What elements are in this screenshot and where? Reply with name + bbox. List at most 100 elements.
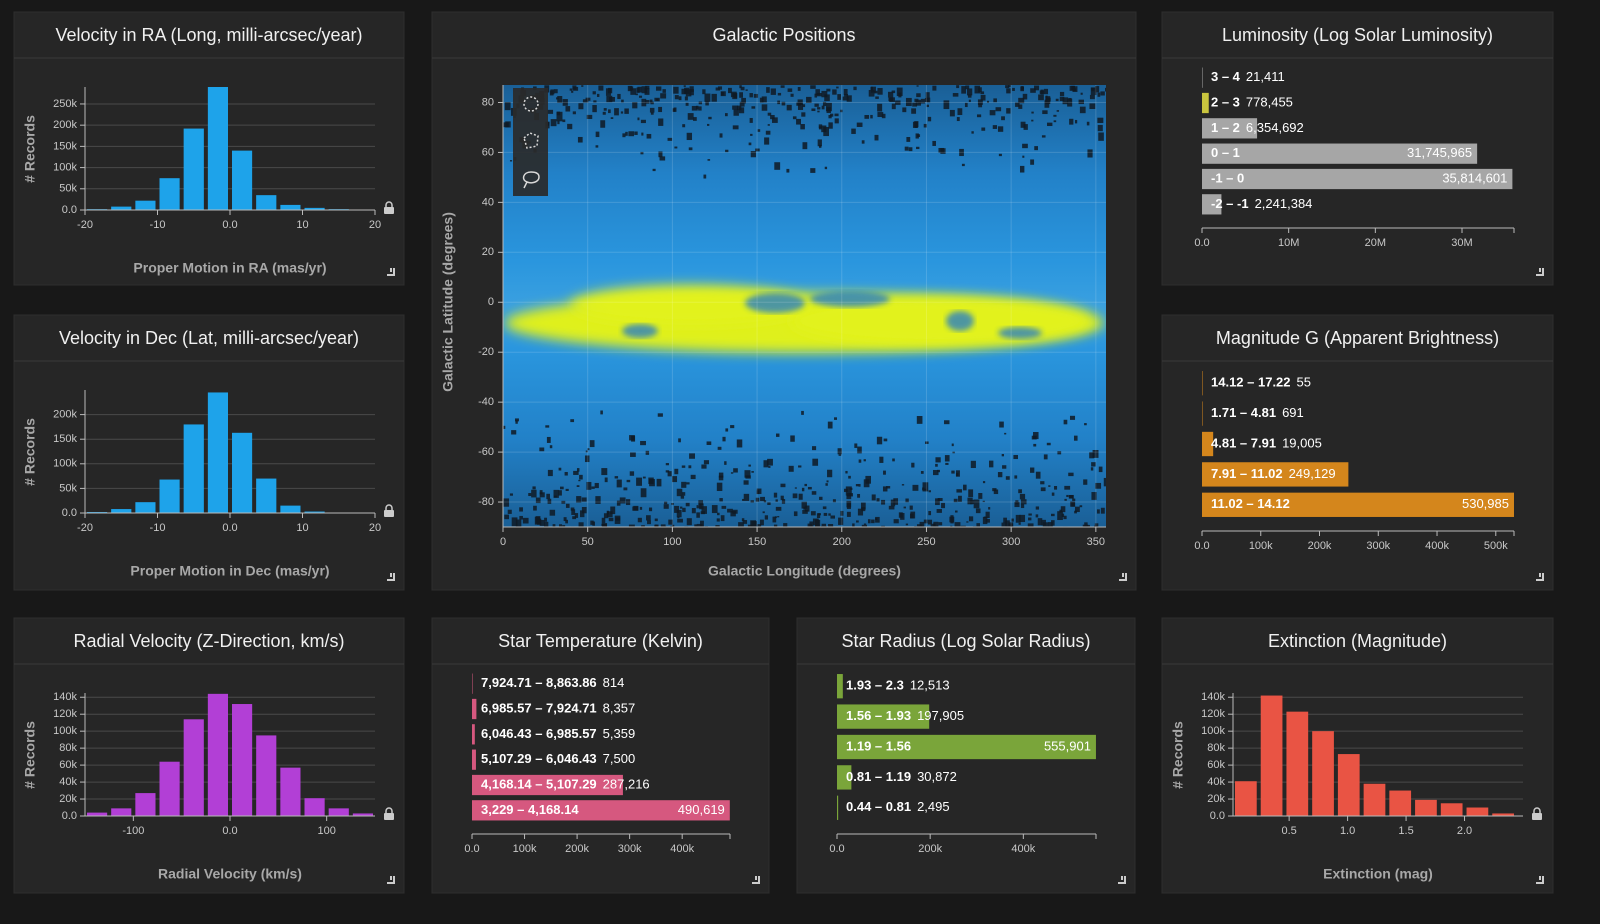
density-speckle bbox=[1056, 110, 1060, 112]
density-speckle bbox=[801, 501, 807, 509]
y-axis-label: Galactic Latitude (degrees) bbox=[440, 212, 456, 392]
density-speckle bbox=[828, 115, 832, 119]
density-speckle bbox=[667, 471, 672, 477]
density-speckle bbox=[557, 96, 563, 103]
density-speckle bbox=[1001, 116, 1005, 121]
density-speckle bbox=[966, 521, 969, 523]
density-speckle bbox=[559, 524, 563, 527]
density-speckle bbox=[645, 450, 650, 455]
density-speckle bbox=[871, 494, 876, 501]
density-speckle bbox=[871, 519, 875, 524]
density-speckle bbox=[561, 500, 566, 504]
density-speckle bbox=[1030, 159, 1035, 165]
density-speckle bbox=[755, 148, 760, 152]
row-label: 1.19 – 1.56 bbox=[846, 738, 911, 753]
density-speckle bbox=[976, 114, 982, 118]
row-bar bbox=[472, 800, 730, 821]
density-speckle bbox=[788, 465, 794, 472]
density-speckle bbox=[689, 86, 694, 92]
density-speckle bbox=[720, 91, 726, 97]
density-speckle bbox=[804, 483, 808, 487]
density-speckle bbox=[589, 440, 595, 448]
histogram-bar bbox=[87, 812, 108, 816]
density-speckle bbox=[1013, 454, 1018, 460]
density-speckle bbox=[1079, 505, 1083, 508]
density-speckle bbox=[1022, 143, 1028, 149]
lasso-select-tool[interactable] bbox=[522, 171, 540, 189]
density-speckle bbox=[702, 89, 706, 95]
density-speckle bbox=[1038, 94, 1044, 101]
density-speckle bbox=[794, 487, 797, 489]
density-speckle bbox=[547, 498, 552, 504]
density-speckle bbox=[747, 524, 753, 527]
density-speckle bbox=[1083, 479, 1088, 485]
y-tick-label: 20k bbox=[1207, 793, 1225, 805]
density-speckle bbox=[1018, 97, 1025, 104]
lock-icon bbox=[1533, 807, 1541, 813]
x-tick-label: 200k bbox=[918, 843, 942, 855]
density-speckle bbox=[629, 471, 635, 476]
panel-title: Radial Velocity (Z-Direction, km/s) bbox=[73, 631, 344, 651]
density-speckle bbox=[608, 517, 614, 522]
x-tick-label: 10 bbox=[296, 522, 308, 534]
density-speckle bbox=[848, 475, 851, 479]
density-speckle bbox=[733, 94, 738, 99]
lock-icon-body bbox=[1532, 813, 1542, 820]
density-speckle bbox=[792, 116, 797, 120]
polygon-select-tool[interactable] bbox=[523, 132, 539, 149]
density-speckle bbox=[768, 466, 771, 468]
density-speckle bbox=[1100, 91, 1105, 96]
density-speckle bbox=[1015, 102, 1020, 107]
density-speckle bbox=[846, 511, 851, 517]
density-speckle bbox=[730, 472, 734, 474]
density-speckle bbox=[968, 99, 971, 103]
density-speckle bbox=[745, 475, 751, 479]
density-speckle bbox=[743, 493, 750, 501]
density-speckle bbox=[945, 462, 949, 465]
density-speckle bbox=[832, 89, 837, 95]
density-speckle bbox=[1086, 524, 1090, 527]
density-speckle bbox=[569, 88, 573, 91]
density-speckle bbox=[658, 151, 663, 158]
histogram-bar bbox=[1440, 803, 1463, 816]
histogram-bar bbox=[280, 767, 301, 816]
density-speckle bbox=[777, 100, 781, 105]
circle-select-tool[interactable] bbox=[523, 96, 539, 112]
density-speckle bbox=[522, 517, 529, 524]
density-speckle bbox=[883, 470, 886, 475]
density-speckle bbox=[587, 448, 590, 451]
density-speckle bbox=[663, 504, 669, 509]
density-speckle bbox=[572, 516, 577, 520]
density-speckle bbox=[849, 487, 853, 490]
density-speckle bbox=[1072, 498, 1076, 501]
y-tick-label: 40 bbox=[482, 196, 494, 208]
density-speckle bbox=[935, 463, 938, 467]
density-speckle bbox=[576, 485, 580, 487]
density-speckle bbox=[632, 506, 639, 511]
density-speckle bbox=[677, 516, 680, 519]
density-speckle bbox=[903, 506, 906, 509]
density-speckle bbox=[603, 513, 609, 519]
density-speckle bbox=[1008, 523, 1014, 527]
density-speckle bbox=[1054, 485, 1058, 490]
density-speckle bbox=[681, 465, 686, 468]
row-label: 5,107.29 – 6,046.43 bbox=[481, 751, 597, 766]
density-speckle bbox=[711, 505, 718, 514]
density-speckle bbox=[668, 519, 673, 525]
density-speckle bbox=[815, 89, 820, 96]
density-speckle bbox=[1078, 99, 1084, 105]
density-speckle bbox=[1087, 149, 1093, 158]
histogram-bar bbox=[232, 150, 253, 210]
density-speckle bbox=[571, 509, 576, 515]
x-tick-label: 20M bbox=[1365, 237, 1386, 249]
density-speckle bbox=[625, 499, 631, 506]
density-speckle bbox=[544, 521, 549, 527]
density-speckle bbox=[881, 525, 885, 527]
density-speckle bbox=[519, 515, 523, 520]
density-speckle bbox=[904, 146, 909, 151]
density-speckle bbox=[549, 445, 553, 449]
density-speckle bbox=[616, 500, 621, 506]
lock-icon bbox=[385, 807, 393, 813]
density-speckle bbox=[600, 410, 603, 415]
density-speckle bbox=[930, 523, 936, 527]
